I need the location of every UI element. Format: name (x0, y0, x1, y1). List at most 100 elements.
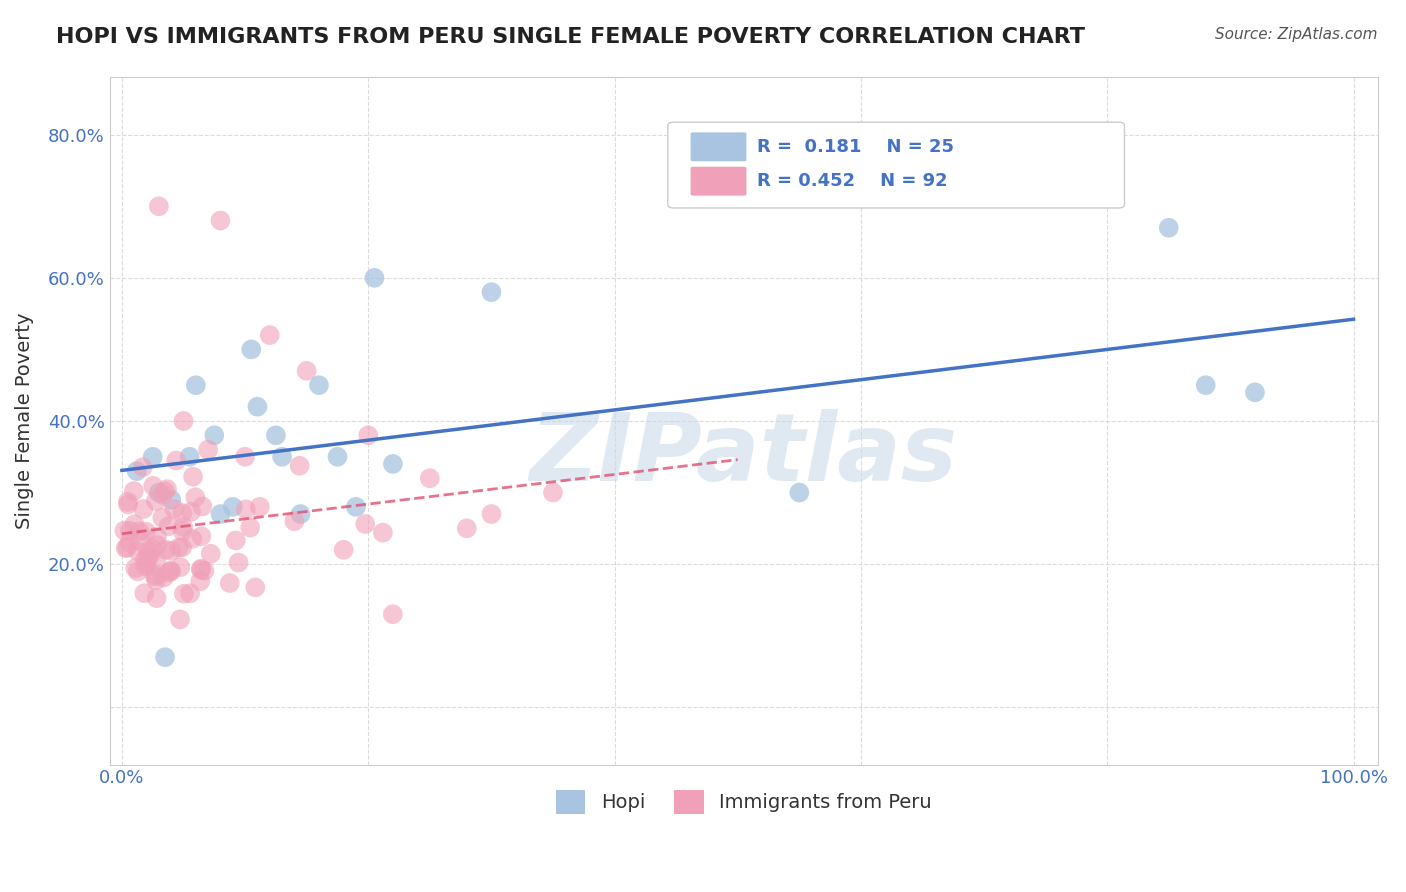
Hopi (271, 450, 294, 464)
Immigrants from Peru (235, 502, 257, 516)
Immigrants from Peru (225, 533, 247, 548)
FancyBboxPatch shape (690, 167, 747, 195)
Immigrants from Peru (249, 500, 271, 514)
Hopi (153, 650, 176, 665)
Hopi (202, 428, 225, 442)
Immigrants from Peru (239, 520, 262, 534)
Immigrants from Peru (245, 580, 267, 594)
FancyBboxPatch shape (668, 122, 1125, 208)
Immigrants from Peru (381, 607, 404, 622)
Immigrants from Peru (197, 442, 219, 457)
Y-axis label: Single Female Poverty: Single Female Poverty (15, 313, 34, 529)
Hopi (789, 485, 811, 500)
Immigrants from Peru (117, 495, 139, 509)
Immigrants from Peru (190, 563, 212, 577)
Immigrants from Peru (118, 524, 141, 538)
Hopi (381, 457, 404, 471)
Immigrants from Peru (172, 506, 194, 520)
Hopi (148, 485, 170, 500)
Immigrants from Peru (145, 573, 167, 587)
Immigrants from Peru (165, 453, 187, 467)
Hopi (363, 270, 385, 285)
Immigrants from Peru (541, 485, 564, 500)
Hopi (246, 400, 269, 414)
Immigrants from Peru (124, 561, 146, 575)
Immigrants from Peru (188, 574, 211, 589)
Immigrants from Peru (190, 529, 212, 543)
FancyBboxPatch shape (690, 132, 747, 161)
Text: R =  0.181    N = 25: R = 0.181 N = 25 (756, 138, 953, 156)
Immigrants from Peru (134, 586, 156, 600)
Immigrants from Peru (142, 479, 165, 493)
Immigrants from Peru (127, 544, 149, 558)
Immigrants from Peru (136, 550, 159, 565)
Immigrants from Peru (153, 484, 176, 499)
Immigrants from Peru (112, 524, 135, 538)
Immigrants from Peru (190, 562, 212, 576)
Immigrants from Peru (145, 591, 167, 606)
Hopi (125, 464, 148, 478)
Immigrants from Peru (456, 521, 478, 535)
Immigrants from Peru (371, 525, 394, 540)
Immigrants from Peru (169, 560, 191, 574)
Immigrants from Peru (157, 519, 180, 533)
Immigrants from Peru (128, 524, 150, 539)
Immigrants from Peru (180, 505, 202, 519)
Hopi (1157, 220, 1180, 235)
Immigrants from Peru (181, 532, 204, 546)
Immigrants from Peru (146, 529, 169, 543)
Immigrants from Peru (160, 564, 183, 578)
Immigrants from Peru (218, 576, 240, 591)
Immigrants from Peru (124, 517, 146, 532)
Immigrants from Peru (163, 502, 186, 516)
Hopi (179, 450, 201, 464)
Text: ZIPatlas: ZIPatlas (530, 409, 957, 501)
Immigrants from Peru (118, 535, 141, 549)
Immigrants from Peru (150, 510, 173, 524)
Immigrants from Peru (143, 567, 166, 582)
Hopi (222, 500, 245, 514)
Immigrants from Peru (157, 566, 180, 580)
Immigrants from Peru (173, 587, 195, 601)
Immigrants from Peru (288, 458, 311, 473)
Immigrants from Peru (228, 556, 250, 570)
Immigrants from Peru (193, 564, 215, 578)
Immigrants from Peru (172, 520, 194, 534)
Immigrants from Peru (295, 364, 318, 378)
Hopi (308, 378, 330, 392)
Immigrants from Peru (191, 500, 214, 514)
Immigrants from Peru (131, 460, 153, 475)
Immigrants from Peru (138, 549, 160, 564)
Immigrants from Peru (173, 414, 195, 428)
Immigrants from Peru (209, 213, 232, 227)
Immigrants from Peru (127, 565, 149, 579)
Immigrants from Peru (156, 482, 179, 496)
Immigrants from Peru (179, 586, 201, 600)
Immigrants from Peru (283, 514, 305, 528)
Immigrants from Peru (167, 541, 190, 555)
Immigrants from Peru (181, 469, 204, 483)
Hopi (1195, 378, 1218, 392)
Immigrants from Peru (132, 502, 155, 516)
Immigrants from Peru (134, 559, 156, 574)
Hopi (142, 450, 165, 464)
Immigrants from Peru (172, 524, 194, 538)
Hopi (240, 343, 263, 357)
Hopi (184, 378, 207, 392)
Immigrants from Peru (143, 569, 166, 583)
Immigrants from Peru (159, 564, 181, 578)
Immigrants from Peru (134, 552, 156, 566)
Immigrants from Peru (153, 570, 176, 584)
Text: Source: ZipAtlas.com: Source: ZipAtlas.com (1215, 27, 1378, 42)
Legend: Hopi, Immigrants from Peru: Hopi, Immigrants from Peru (547, 780, 942, 823)
Text: HOPI VS IMMIGRANTS FROM PERU SINGLE FEMALE POVERTY CORRELATION CHART: HOPI VS IMMIGRANTS FROM PERU SINGLE FEMA… (56, 27, 1085, 46)
Immigrants from Peru (354, 516, 377, 531)
Immigrants from Peru (332, 542, 354, 557)
Hopi (344, 500, 367, 514)
Immigrants from Peru (145, 494, 167, 508)
Hopi (209, 507, 232, 521)
Text: R = 0.452    N = 92: R = 0.452 N = 92 (756, 172, 948, 190)
Immigrants from Peru (184, 491, 207, 505)
Immigrants from Peru (148, 199, 170, 213)
Immigrants from Peru (114, 541, 136, 556)
